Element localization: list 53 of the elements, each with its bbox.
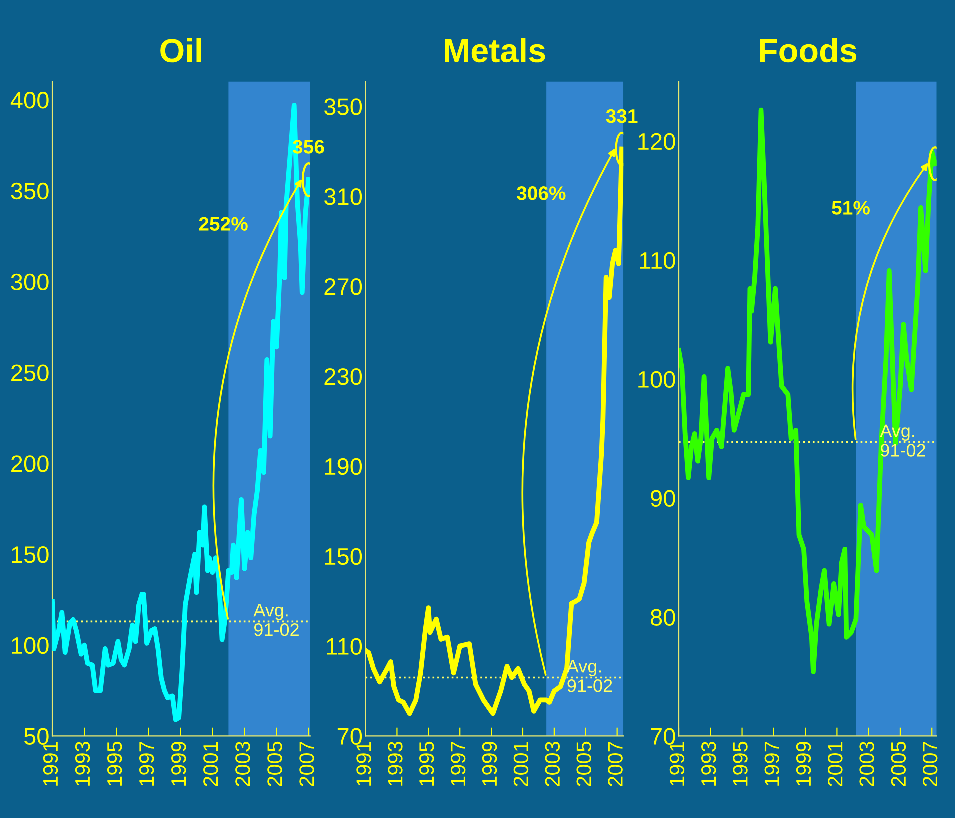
x-tick-label: 1993 [75, 742, 90, 786]
chart-title: Foods [760, 38, 857, 63]
annotation: 252% [199, 217, 248, 231]
x-tick-label: 1995 [733, 742, 748, 786]
x-tick-label: 2001 [204, 742, 218, 786]
y-tick-label: 200 [12, 456, 49, 472]
y-tick-label: 310 [324, 188, 362, 206]
x-tick-label: 1993 [701, 742, 716, 786]
y-tick-label: 110 [640, 252, 676, 270]
x-tick-label: 2007 [608, 742, 623, 786]
y-tick-label: 150 [12, 546, 49, 564]
y-tick-label: 90 [651, 490, 676, 508]
x-tick-label: 2003 [236, 742, 250, 786]
y-tick-label: 190 [325, 458, 362, 476]
x-tick-label: 2001 [828, 742, 843, 786]
x-tick-label: 2001 [514, 742, 529, 786]
x-tick-label: 1999 [171, 742, 186, 786]
y-tick-label: 250 [12, 364, 49, 382]
x-tick-label: 1993 [388, 742, 403, 786]
y-tick-label: 100 [12, 637, 49, 654]
chart-title: Oil [160, 38, 202, 63]
x-tick-label: 1999 [482, 742, 498, 786]
ref-line-label: Avg. 91-02 [254, 604, 299, 636]
x-tick-label: 2003 [860, 742, 874, 786]
x-tick-label: 2003 [545, 742, 560, 786]
x-tick-label: 1997 [450, 742, 466, 786]
annotation: 331 [606, 109, 638, 124]
y-tick-label: 270 [324, 278, 362, 296]
annotation: 356 [293, 140, 324, 154]
annotation: 51% [832, 201, 870, 215]
x-tick-label: 1997 [139, 742, 154, 786]
x-tick-label: 1997 [764, 742, 780, 786]
line-series [679, 108, 937, 674]
chart-title: Metals [445, 38, 546, 63]
x-tick-label: 2005 [268, 742, 282, 786]
x-tick-label: 2005 [891, 742, 906, 786]
x-tick-label: 1995 [419, 742, 434, 786]
y-tick-label: 150 [325, 548, 362, 566]
y-tick-label: 230 [324, 368, 362, 386]
y-tick-label: 120 [638, 133, 676, 150]
annotation: 306% [517, 186, 566, 200]
y-tick-label: 300 [11, 274, 49, 291]
y-tick-label: 400 [10, 92, 49, 109]
y-tick-label: 350 [324, 98, 362, 116]
x-tick-label: 1995 [107, 742, 122, 786]
y-tick-label: 100 [638, 371, 676, 388]
y-tick-label: 80 [650, 609, 676, 626]
x-tick-label: 2005 [576, 742, 592, 786]
x-tick-label: 1999 [796, 742, 812, 786]
y-tick-label: 350 [11, 182, 49, 200]
y-tick-label: 110 [327, 638, 362, 656]
x-tick-label: 2007 [300, 742, 314, 786]
x-tick-label: 2007 [922, 742, 938, 786]
